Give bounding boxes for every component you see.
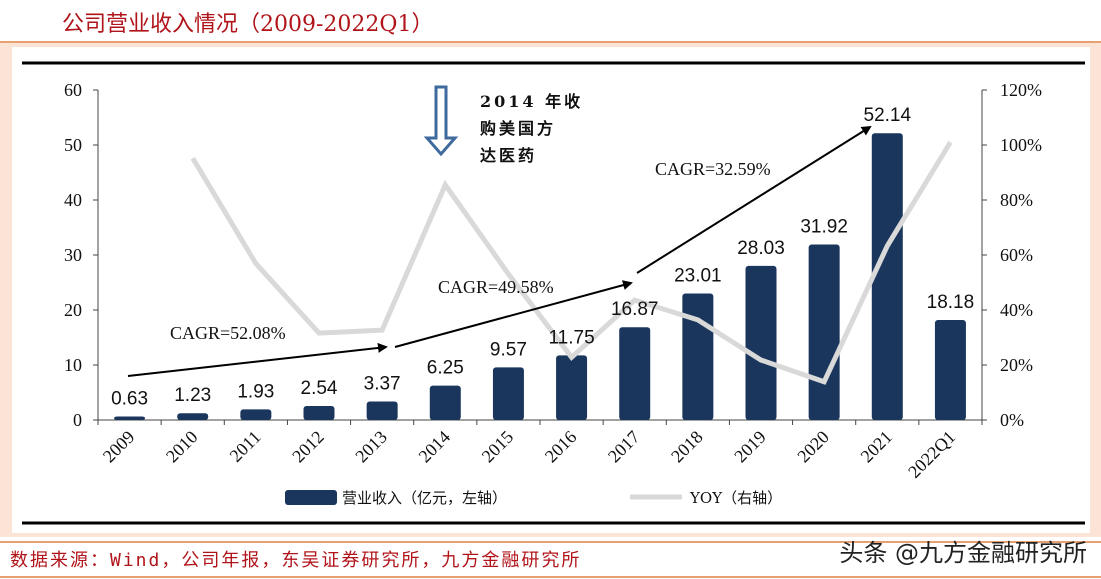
event-annotation: 购美国方 <box>480 119 556 138</box>
chart-title: 公司营业收入情况（2009-2022Q1） <box>62 12 434 37</box>
revenue-bar <box>808 244 840 420</box>
x-tick-label: 2013 <box>351 427 391 467</box>
right-tick-label: 0% <box>1000 410 1024 430</box>
bar-data-label: 1.23 <box>174 385 211 406</box>
legend-bar-label: 营业收入（亿元，左轴） <box>342 489 507 507</box>
revenue-bar <box>429 385 461 420</box>
left-tick-label: 0 <box>73 410 82 430</box>
cagr-label: CAGR=52.08% <box>170 323 286 343</box>
bar-data-label: 28.03 <box>737 238 785 259</box>
right-tick-label: 40% <box>1000 300 1033 320</box>
left-tick-label: 50 <box>64 135 82 155</box>
bar-data-label: 23.01 <box>674 265 722 286</box>
bar-data-label: 9.57 <box>490 339 527 360</box>
bar-data-label: 6.25 <box>427 358 464 379</box>
bar-data-label: 0.63 <box>111 389 148 410</box>
bar-data-label: 1.93 <box>237 381 274 402</box>
cagr-label: CAGR=49.58% <box>438 277 554 297</box>
bar-data-label: 31.92 <box>800 216 848 237</box>
data-source: 数据来源：Wind，公司年报，东吴证券研究所，九方金融研究所 <box>10 550 582 571</box>
bar-data-label: 18.18 <box>927 292 975 313</box>
x-tick-label: 2022Q1 <box>904 427 959 482</box>
revenue-bar <box>114 416 146 420</box>
right-tick-label: 20% <box>1000 355 1033 375</box>
revenue-bar <box>682 293 714 420</box>
right-tick-label: 80% <box>1000 190 1033 210</box>
x-tick-label: 2012 <box>288 427 328 467</box>
x-tick-label: 2011 <box>226 427 265 466</box>
right-tick-label: 120% <box>1000 80 1042 100</box>
chart-panel <box>12 47 1090 533</box>
revenue-bar <box>177 413 209 420</box>
x-tick-label: 2020 <box>793 427 833 467</box>
cagr-arrow <box>394 280 633 348</box>
legend-line-label: YOY（右轴） <box>689 489 782 507</box>
revenue-bar <box>745 265 777 420</box>
event-annotation: 2014 年收 <box>480 92 583 111</box>
bar-data-label: 11.75 <box>549 327 595 348</box>
revenue-bar <box>366 401 398 420</box>
watermark: 头条 @九方金融研究所 <box>839 539 1087 567</box>
right-tick-label: 100% <box>1000 135 1042 155</box>
left-tick-label: 40 <box>64 190 82 210</box>
cagr-arrow <box>127 342 388 377</box>
x-tick-label: 2018 <box>667 427 707 467</box>
x-tick-label: 2017 <box>604 427 644 467</box>
event-annotation: 达医药 <box>480 146 537 165</box>
revenue-bar <box>619 327 651 420</box>
bar-data-label: 2.54 <box>301 378 338 399</box>
left-tick-label: 60 <box>64 80 82 100</box>
revenue-bar <box>556 355 588 420</box>
legend-bar-swatch <box>285 490 337 505</box>
bar-data-label: 3.37 <box>364 373 401 394</box>
divider <box>0 541 1101 543</box>
revenue-bar <box>303 406 335 420</box>
down-arrow-icon <box>423 85 459 157</box>
right-tick-label: 60% <box>1000 245 1033 265</box>
divider <box>0 41 1101 43</box>
x-tick-label: 2010 <box>162 427 202 467</box>
bar-data-label: 52.14 <box>864 105 912 126</box>
bar-data-label: 16.87 <box>611 299 659 320</box>
divider <box>0 576 1101 578</box>
cagr-label: CAGR=32.59% <box>655 159 771 179</box>
cagr-arrow <box>636 125 872 274</box>
x-tick-label: 2016 <box>541 427 581 467</box>
revenue-bar <box>871 133 903 421</box>
left-tick-label: 30 <box>64 245 82 265</box>
x-tick-label: 2014 <box>415 427 455 467</box>
left-tick-label: 10 <box>64 355 82 375</box>
x-tick-label: 2019 <box>730 427 770 467</box>
x-tick-label: 2009 <box>99 427 139 467</box>
x-tick-label: 2021 <box>857 427 897 467</box>
left-tick-label: 20 <box>64 300 82 320</box>
revenue-bar <box>240 409 272 420</box>
revenue-bar <box>934 320 966 420</box>
revenue-bar <box>492 367 524 420</box>
x-tick-label: 2015 <box>478 427 518 467</box>
